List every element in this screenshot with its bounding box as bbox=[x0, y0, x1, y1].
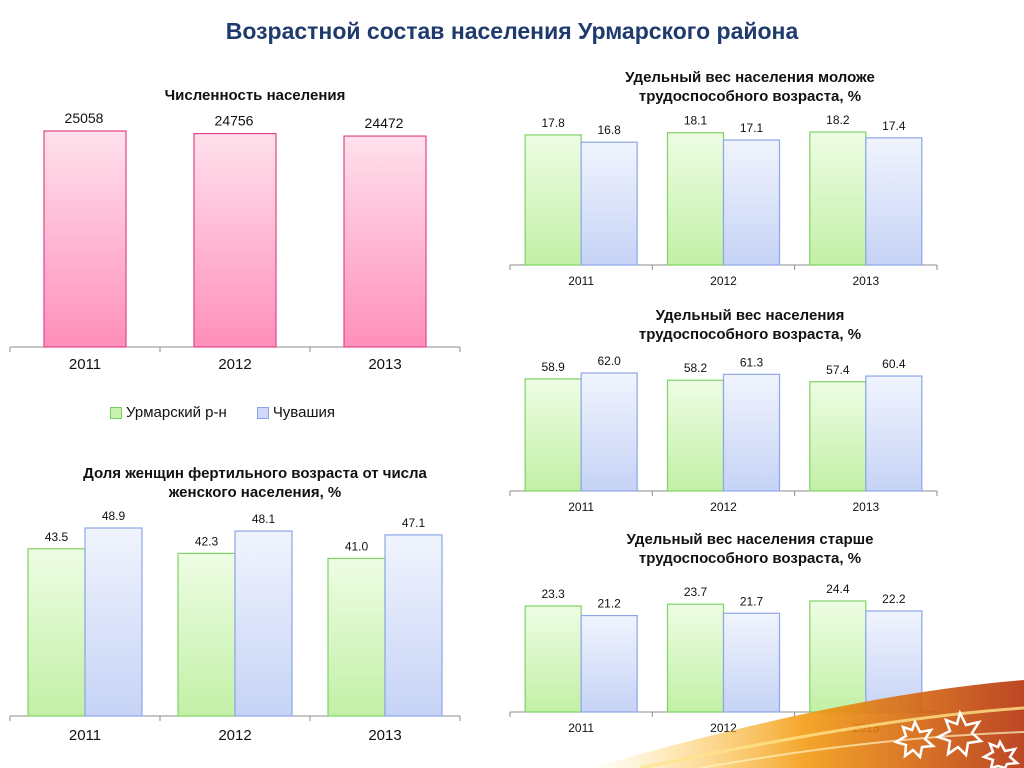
data-label: 58.9 bbox=[541, 360, 565, 374]
bar-chuvashia-2011 bbox=[580, 141, 638, 266]
data-label: 61.3 bbox=[740, 355, 764, 369]
data-label: 17.4 bbox=[882, 119, 906, 133]
x-tick-label: 2011 bbox=[568, 500, 594, 514]
bar-chuvashia-2012 bbox=[722, 373, 781, 492]
chart-title-young-text: Удельный вес населения моложе трудоспосо… bbox=[625, 69, 875, 105]
chart-fertile: 43.5 48.9 2011 42.3 48.1 2012 41.0 47.1 2013 bbox=[9, 509, 461, 744]
bar-urmary-2012 bbox=[666, 603, 725, 713]
data-label: 24756 bbox=[215, 113, 254, 129]
bar-chuvashia-2011 bbox=[580, 614, 638, 713]
chart-title-fertile-text: Доля женщин фертильного возраста от числ… bbox=[83, 465, 427, 501]
data-label: 47.1 bbox=[402, 516, 426, 530]
data-label: 60.4 bbox=[882, 357, 906, 371]
slide-title: Возрастной состав населения Урмарского р… bbox=[225, 18, 799, 44]
data-label: 48.9 bbox=[102, 509, 126, 523]
legend-item-chuvashia: Чувашия bbox=[256, 404, 335, 421]
data-label: 24472 bbox=[365, 115, 404, 131]
data-label: 43.5 bbox=[45, 530, 69, 544]
bar-chuvashia-2013 bbox=[384, 534, 443, 717]
chart-title-working: Удельный вес населения трудоспособного в… bbox=[520, 306, 980, 344]
data-label: 62.0 bbox=[597, 354, 621, 368]
bar-chuvashia-2012 bbox=[234, 530, 293, 717]
chart-title-fertile: Доля женщин фертильного возраста от числ… bbox=[20, 464, 490, 502]
bar-urmary-2012 bbox=[177, 552, 236, 717]
data-label: 22.2 bbox=[882, 592, 906, 606]
bar-urmary-2013 bbox=[327, 557, 386, 717]
x-tick-label: 2011 bbox=[69, 727, 101, 744]
bar-chuvashia-2013 bbox=[865, 137, 923, 266]
x-tick-label: 2012 bbox=[710, 500, 737, 514]
data-label: 16.8 bbox=[597, 123, 621, 137]
x-tick-label: 2013 bbox=[368, 727, 401, 744]
bar-urmary-2012 bbox=[666, 132, 725, 266]
ornament-icon bbox=[892, 709, 1021, 768]
bar-urmary-2011 bbox=[27, 548, 86, 717]
bar-urmary-2011 bbox=[524, 134, 582, 266]
bar-urmary-2013 bbox=[809, 131, 867, 266]
data-label: 57.4 bbox=[826, 363, 850, 377]
data-label: 25058 bbox=[65, 110, 104, 126]
x-tick-label: 2013 bbox=[852, 500, 879, 514]
bar-population-2011 bbox=[43, 130, 127, 348]
x-tick-label: 2011 bbox=[568, 721, 594, 735]
bar-chuvashia-2011 bbox=[84, 527, 143, 717]
legend-item-urmary: Урмарский р-н bbox=[110, 404, 227, 421]
data-label: 23.3 bbox=[541, 587, 565, 601]
chart-title-elder: Удельный вес населения старше трудоспосо… bbox=[520, 530, 980, 568]
data-label: 23.7 bbox=[684, 585, 708, 599]
bar-population-2013 bbox=[343, 135, 427, 348]
bar-chuvashia-2013 bbox=[865, 375, 923, 492]
data-label: 41.0 bbox=[345, 539, 369, 553]
x-tick-label: 2012 bbox=[218, 356, 251, 373]
bar-urmary-2013 bbox=[809, 381, 867, 492]
legend-swatch-urmary bbox=[110, 406, 122, 419]
data-label: 18.1 bbox=[684, 114, 708, 128]
legend-label-urmary: Урмарский р-н bbox=[126, 404, 227, 421]
data-label: 21.7 bbox=[740, 594, 764, 608]
x-tick-label: 2013 bbox=[368, 356, 401, 373]
chart-title-population: Численность населения bbox=[164, 87, 346, 104]
data-label: 48.1 bbox=[252, 512, 276, 526]
chart-population: 25058 2011 24756 2012 24472 2013 bbox=[9, 110, 461, 373]
bar-chuvashia-2012 bbox=[722, 139, 781, 266]
bar-population-2012 bbox=[193, 133, 277, 348]
bar-urmary-2013 bbox=[809, 600, 867, 713]
x-tick-label: 2011 bbox=[568, 274, 594, 288]
data-label: 18.2 bbox=[826, 113, 850, 127]
x-tick-label: 2013 bbox=[852, 274, 879, 288]
x-tick-label: 2011 bbox=[69, 356, 101, 373]
x-tick-label: 2012 bbox=[710, 274, 737, 288]
legend: Урмарский р-н Чувашия bbox=[110, 404, 335, 421]
data-label: 21.2 bbox=[597, 597, 621, 611]
chart-young: 17.8 16.8 2011 18.1 17.1 2012 18.2 17.4 2013 bbox=[509, 113, 938, 288]
bar-urmary-2012 bbox=[666, 379, 725, 492]
data-label: 17.1 bbox=[740, 121, 764, 135]
data-label: 58.2 bbox=[684, 361, 708, 375]
bar-chuvashia-2011 bbox=[580, 372, 638, 492]
bar-chuvashia-2012 bbox=[722, 612, 781, 713]
chart-title-working-text: Удельный вес населения трудоспособного в… bbox=[638, 307, 862, 343]
chart-title-young: Удельный вес населения моложе трудоспосо… bbox=[520, 68, 980, 106]
chart-title-elder-text: Удельный вес населения старше трудоспосо… bbox=[626, 531, 874, 567]
chart-working: 58.9 62.0 2011 58.2 61.3 2012 57.4 60.4 2013 bbox=[509, 354, 938, 514]
legend-label-chuvashia: Чувашия bbox=[272, 404, 335, 421]
data-label: 42.3 bbox=[195, 534, 219, 548]
data-label: 24.4 bbox=[826, 582, 850, 596]
legend-swatch-chuvashia bbox=[256, 406, 269, 419]
x-tick-label: 2012 bbox=[218, 727, 251, 744]
bar-urmary-2011 bbox=[524, 605, 582, 713]
data-label: 17.8 bbox=[541, 116, 565, 130]
